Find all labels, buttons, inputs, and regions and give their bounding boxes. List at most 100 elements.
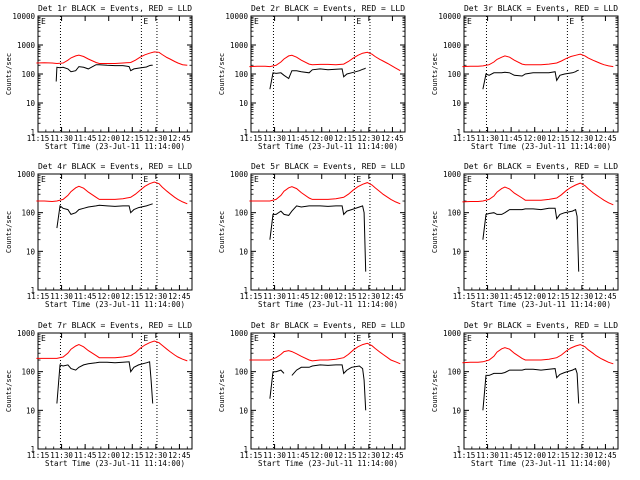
series-line-events: [482, 367, 580, 411]
panel-title: Det 1r BLACK = Events, RED = LLD: [38, 4, 192, 13]
y-tick-label: 1000: [17, 329, 36, 338]
series-line-lld: [36, 340, 188, 362]
y-tick-label: 1: [243, 445, 248, 454]
y-tick-label: 1000: [443, 329, 462, 338]
panel-det-6: Det 6r BLACK = Events, RED = LLD 1 10 100 10…: [431, 162, 619, 309]
panel-title: Det 3r BLACK = Events, RED = LLD: [464, 4, 618, 13]
x-tick-label: 11:45: [500, 292, 523, 301]
x-tick-label: 12:45: [594, 451, 617, 460]
y-tick-label: 10000: [438, 12, 461, 21]
x-tick-label: 11:15: [240, 292, 263, 301]
y-axis-label: Counts/sec: [431, 211, 439, 253]
series-line-lld: [249, 51, 401, 72]
x-tick-label: 11:15: [240, 451, 263, 460]
plot-frame: [37, 332, 193, 450]
x-tick-label: 12:15: [547, 451, 570, 460]
plot-frame: [37, 15, 193, 133]
x-tick-label: 11:45: [500, 451, 523, 460]
x-tick-label: 11:30: [263, 451, 286, 460]
x-tick-label: 11:30: [476, 134, 499, 143]
x-tick-label: 12:30: [358, 451, 381, 460]
event-marker-label: E: [254, 334, 259, 343]
y-tick-label: 1: [30, 445, 35, 454]
panel-title: Det 2r BLACK = Events, RED = LLD: [251, 4, 405, 13]
panel-title: Det 5r BLACK = Events, RED = LLD: [251, 162, 405, 171]
x-axis-label: Start Time (23-Jul-11 11:14:00): [471, 459, 611, 468]
x-tick-label: 11:15: [240, 134, 263, 143]
y-tick-label: 100: [21, 368, 35, 377]
panel-title: Det 7r BLACK = Events, RED = LLD: [38, 321, 192, 330]
series-line-events: [56, 203, 153, 229]
x-tick-label: 11:15: [453, 451, 476, 460]
x-tick-label: 12:15: [121, 292, 144, 301]
y-tick-label: 1000: [230, 41, 249, 50]
event-marker-label: E: [254, 17, 259, 26]
series-line-events: [269, 205, 367, 272]
y-axis-label: Counts/sec: [218, 370, 226, 412]
x-axis-label: Start Time (23-Jul-11 11:14:00): [258, 142, 398, 151]
x-tick-label: 11:15: [27, 134, 50, 143]
x-tick-label: 11:15: [453, 134, 476, 143]
series-line-events: [482, 207, 580, 272]
y-tick-label: 10000: [225, 12, 248, 21]
x-tick-label: 12:30: [571, 134, 594, 143]
y-tick-label: 100: [21, 70, 35, 79]
y-tick-label: 100: [234, 368, 248, 377]
x-tick-label: 12:15: [334, 451, 357, 460]
x-axis-label: Start Time (23-Jul-11 11:14:00): [45, 300, 185, 309]
y-axis-label: Counts/sec: [218, 211, 226, 253]
y-tick-label: 1: [30, 128, 35, 137]
panel-det-9: Det 9r BLACK = Events, RED = LLD 1 10 100 10…: [431, 321, 619, 468]
x-tick-label: 12:30: [571, 292, 594, 301]
y-tick-label: 1: [456, 128, 461, 137]
x-tick-label: 12:00: [97, 451, 120, 460]
event-marker-label: E: [569, 17, 574, 26]
event-marker-label: E: [41, 17, 46, 26]
x-tick-label: 12:30: [145, 134, 168, 143]
x-axis-label: Start Time (23-Jul-11 11:14:00): [471, 300, 611, 309]
event-marker-label: E: [41, 175, 46, 184]
x-tick-label: 11:30: [50, 292, 73, 301]
panel-det-5: Det 5r BLACK = Events, RED = LLD 1 10 100 10…: [218, 162, 406, 309]
y-tick-label: 10000: [12, 12, 35, 21]
y-tick-label: 100: [234, 70, 248, 79]
x-axis-label: Start Time (23-Jul-11 11:14:00): [45, 459, 185, 468]
x-tick-label: 12:30: [358, 292, 381, 301]
series-line-events: [56, 361, 154, 404]
series-line-events: [55, 64, 153, 82]
panel-det-2: Det 2r BLACK = Events, RED = LLD 1 10 100 10…: [218, 4, 406, 151]
y-tick-label: 100: [447, 209, 461, 218]
x-tick-label: 11:15: [453, 292, 476, 301]
x-axis-label: Start Time (23-Jul-11 11:14:00): [258, 459, 398, 468]
x-tick-label: 11:30: [50, 451, 73, 460]
x-tick-label: 12:00: [310, 134, 333, 143]
y-tick-label: 1: [456, 286, 461, 295]
x-tick-label: 11:30: [50, 134, 73, 143]
series-line-events: [269, 67, 366, 90]
y-tick-label: 10: [239, 406, 249, 415]
x-tick-label: 12:45: [168, 451, 191, 460]
panel-title: Det 4r BLACK = Events, RED = LLD: [38, 162, 192, 171]
x-tick-label: 12:15: [121, 451, 144, 460]
y-axis-label: Counts/sec: [5, 370, 13, 412]
y-tick-label: 100: [234, 209, 248, 218]
event-marker-label: E: [143, 175, 148, 184]
panel-title: Det 6r BLACK = Events, RED = LLD: [464, 162, 618, 171]
event-marker-label: E: [569, 175, 574, 184]
y-tick-label: 10: [452, 247, 462, 256]
plot-frame: [250, 15, 406, 133]
y-tick-label: 100: [447, 368, 461, 377]
x-tick-label: 12:45: [381, 292, 404, 301]
x-tick-label: 11:45: [74, 134, 97, 143]
panel-title: Det 9r BLACK = Events, RED = LLD: [464, 321, 618, 330]
event-marker-label: E: [467, 334, 472, 343]
x-tick-label: 12:30: [145, 292, 168, 301]
y-tick-label: 100: [21, 209, 35, 218]
series-line-events: [482, 69, 579, 90]
y-tick-label: 10: [239, 99, 249, 108]
y-tick-label: 1: [456, 445, 461, 454]
y-tick-label: 1: [30, 286, 35, 295]
y-tick-label: 1000: [230, 170, 249, 179]
event-marker-label: E: [41, 334, 46, 343]
plot-frame: [463, 332, 619, 450]
